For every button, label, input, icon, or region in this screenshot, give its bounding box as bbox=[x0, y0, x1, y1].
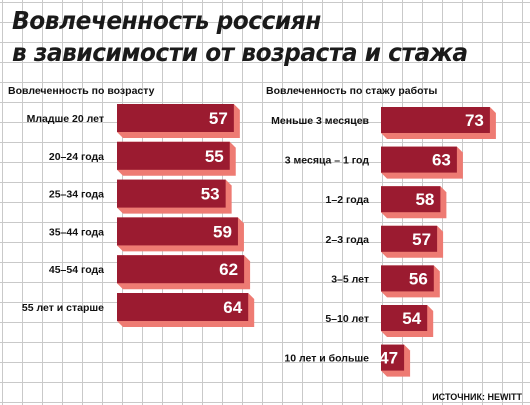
age-bar bbox=[117, 293, 249, 321]
tenure-category-label: 5–10 лет bbox=[325, 313, 369, 325]
age-value-label: 59 bbox=[213, 222, 232, 241]
age-value-label: 64 bbox=[223, 298, 242, 317]
age-category-label: Младше 20 лет bbox=[27, 113, 104, 125]
age-bar bbox=[117, 179, 226, 208]
age-value-label: 62 bbox=[219, 260, 238, 279]
tenure-category-label: 10 лет и больше bbox=[284, 353, 369, 365]
tenure-bar-chart: 73 Меньше 3 месяцев 63 3 месяца – 1 год 58 1–… bbox=[271, 107, 496, 377]
tenure-bar bbox=[381, 107, 490, 133]
age-chart-title: Вовлеченность по возрасту bbox=[8, 85, 155, 97]
tenure-value-label: 47 bbox=[379, 349, 398, 368]
tenure-value-label: 56 bbox=[409, 269, 428, 288]
tenure-category-label: Меньше 3 месяцев bbox=[271, 115, 369, 127]
tenure-value-label: 73 bbox=[465, 111, 484, 130]
age-bar bbox=[117, 141, 230, 170]
tenure-value-label: 63 bbox=[432, 151, 451, 170]
tenure-category-label: 3 месяца – 1 год bbox=[285, 155, 370, 167]
age-bar bbox=[117, 255, 245, 284]
source-note: ИСТОЧНИК: HEWITT bbox=[432, 392, 522, 402]
tenure-bar bbox=[381, 344, 405, 371]
age-category-label: 55 лет и старше bbox=[22, 302, 104, 314]
tenure-category-label: 2–3 года bbox=[326, 234, 370, 246]
age-category-label: 25–34 года bbox=[49, 189, 104, 201]
age-bar-chart: 57 Младше 20 лет 55 20–24 года 53 25–34 года 5… bbox=[22, 104, 255, 327]
tenure-value-label: 54 bbox=[402, 309, 421, 328]
tenure-bar bbox=[381, 186, 441, 213]
age-bar bbox=[117, 217, 238, 246]
tenure-bar bbox=[381, 305, 428, 331]
age-value-label: 57 bbox=[209, 109, 228, 128]
tenure-bar bbox=[381, 265, 434, 292]
age-bar bbox=[117, 104, 234, 132]
tenure-value-label: 58 bbox=[415, 190, 434, 209]
tenure-chart-title: Вовлеченность по стажу работы bbox=[266, 85, 438, 97]
age-category-label: 20–24 года bbox=[49, 151, 104, 163]
age-category-label: 45–54 года bbox=[49, 264, 104, 276]
age-category-label: 35–44 года bbox=[49, 226, 104, 238]
age-value-label: 55 bbox=[205, 147, 224, 166]
tenure-category-label: 3–5 лет bbox=[331, 273, 369, 285]
tenure-bar bbox=[381, 225, 438, 252]
chart-title-line-2: в зависимости от возраста и стажа bbox=[12, 38, 468, 67]
tenure-category-label: 1–2 года bbox=[326, 194, 370, 206]
tenure-value-label: 57 bbox=[412, 230, 431, 249]
age-value-label: 53 bbox=[201, 185, 220, 204]
chart-title-line-1: Вовлеченность россиян bbox=[12, 6, 321, 35]
tenure-bar bbox=[381, 146, 457, 173]
